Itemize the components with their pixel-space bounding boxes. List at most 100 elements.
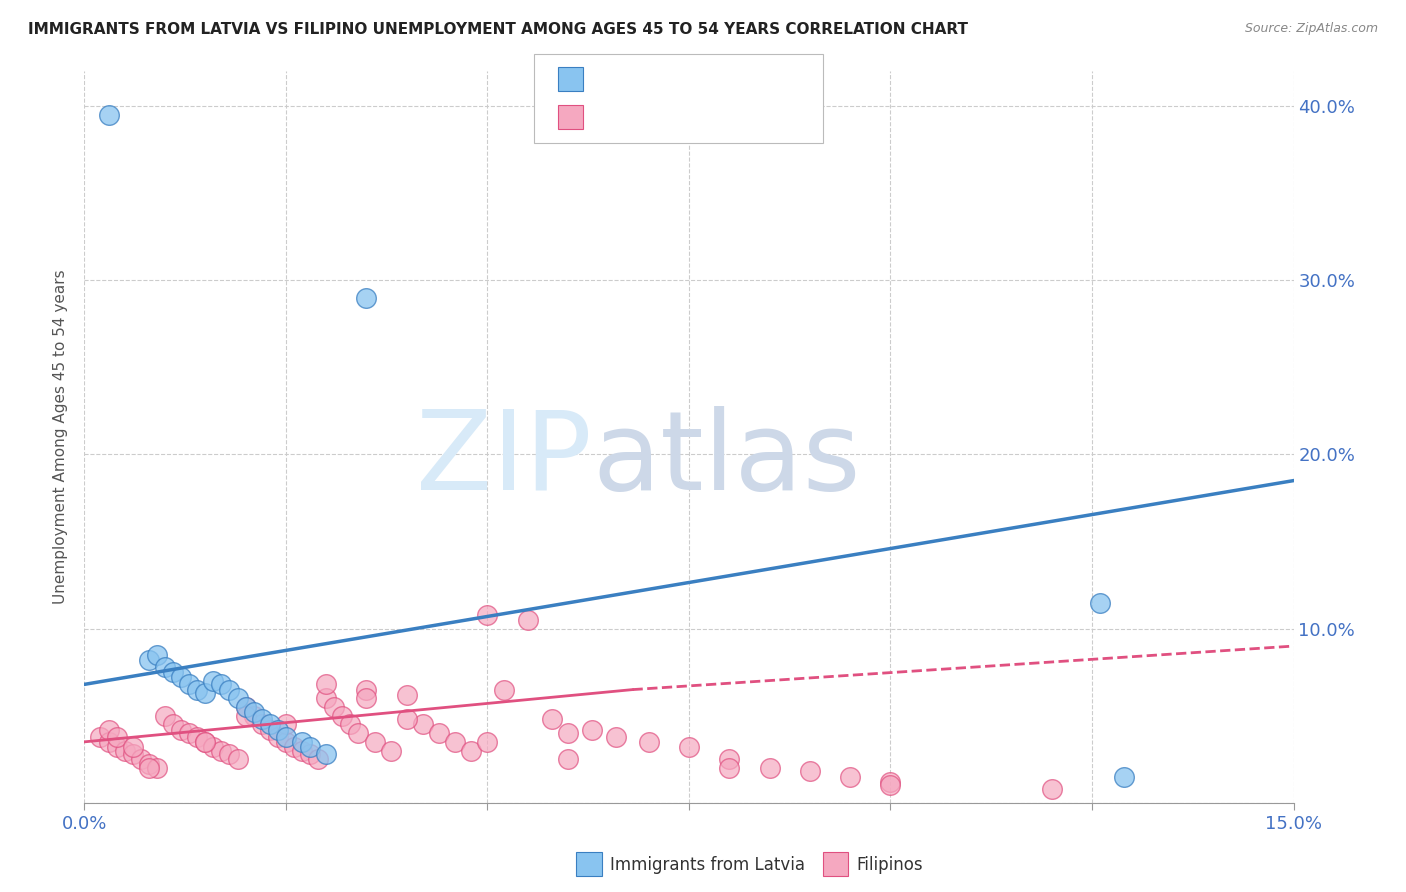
Text: 70: 70: [728, 109, 751, 128]
Point: [121, 740, 143, 755]
Point: [678, 740, 700, 755]
Point: [1040, 781, 1063, 796]
Point: [242, 708, 264, 723]
Point: [758, 761, 780, 775]
Point: [299, 747, 322, 761]
Point: [105, 740, 128, 755]
Text: Immigrants from Latvia: Immigrants from Latvia: [610, 856, 806, 874]
Point: [153, 660, 176, 674]
Point: [356, 691, 378, 706]
Point: [363, 735, 385, 749]
Point: [242, 705, 264, 719]
Point: [259, 723, 281, 737]
Text: N =: N =: [685, 109, 733, 128]
Point: [235, 700, 257, 714]
Text: 0.263: 0.263: [630, 109, 682, 128]
Point: [460, 743, 482, 757]
Point: [557, 752, 579, 766]
Point: [97, 723, 120, 737]
Point: [477, 735, 499, 749]
Point: [879, 778, 901, 792]
Point: [202, 740, 225, 755]
Point: [330, 708, 353, 723]
Point: [347, 726, 370, 740]
Point: [315, 677, 337, 691]
Point: [235, 708, 257, 723]
Point: [97, 108, 120, 122]
Point: [557, 726, 579, 740]
Text: ZIP: ZIP: [416, 406, 592, 513]
Point: [218, 747, 240, 761]
Point: [186, 682, 208, 697]
Point: [879, 775, 901, 789]
Point: [291, 743, 314, 757]
Point: [395, 712, 418, 726]
Point: [412, 717, 434, 731]
Text: atlas: atlas: [592, 406, 860, 513]
Point: [129, 752, 152, 766]
Point: [121, 747, 143, 761]
Text: 0.231: 0.231: [630, 71, 682, 89]
Point: [307, 752, 329, 766]
Point: [323, 700, 346, 714]
Point: [153, 708, 176, 723]
Point: [179, 726, 201, 740]
Point: [637, 735, 659, 749]
Point: [89, 730, 111, 744]
Point: [138, 653, 160, 667]
Text: 25: 25: [728, 71, 751, 89]
Point: [267, 723, 290, 737]
Point: [162, 665, 184, 680]
Text: Filipinos: Filipinos: [856, 856, 922, 874]
Point: [839, 770, 862, 784]
Point: [427, 726, 450, 740]
Point: [162, 717, 184, 731]
Point: [138, 761, 160, 775]
Point: [380, 743, 402, 757]
Point: [356, 682, 378, 697]
Point: [718, 761, 741, 775]
Text: R =: R =: [595, 71, 631, 89]
Point: [194, 735, 217, 749]
Point: [274, 735, 297, 749]
Point: [541, 712, 564, 726]
Point: [235, 700, 257, 714]
Point: [444, 735, 467, 749]
Point: [250, 717, 273, 731]
Point: [209, 743, 232, 757]
Point: [218, 682, 240, 697]
Point: [267, 730, 290, 744]
Point: [315, 747, 337, 761]
Point: [315, 691, 337, 706]
Y-axis label: Unemployment Among Ages 45 to 54 years: Unemployment Among Ages 45 to 54 years: [52, 269, 67, 605]
Point: [202, 673, 225, 688]
Text: R =: R =: [595, 109, 631, 128]
Text: N =: N =: [685, 71, 733, 89]
Point: [226, 752, 249, 766]
Point: [194, 735, 217, 749]
Point: [186, 730, 208, 744]
Point: [146, 648, 169, 662]
Point: [194, 686, 217, 700]
Point: [718, 752, 741, 766]
Text: IMMIGRANTS FROM LATVIA VS FILIPINO UNEMPLOYMENT AMONG AGES 45 TO 54 YEARS CORREL: IMMIGRANTS FROM LATVIA VS FILIPINO UNEMP…: [28, 22, 969, 37]
Point: [1088, 595, 1111, 609]
Point: [170, 670, 193, 684]
Point: [291, 735, 314, 749]
Point: [170, 723, 193, 737]
Point: [114, 743, 136, 757]
Point: [146, 761, 169, 775]
Point: [274, 717, 297, 731]
Point: [395, 688, 418, 702]
Point: [250, 712, 273, 726]
Point: [516, 613, 538, 627]
Text: Source: ZipAtlas.com: Source: ZipAtlas.com: [1244, 22, 1378, 36]
Point: [581, 723, 603, 737]
Point: [179, 677, 201, 691]
Point: [283, 740, 305, 755]
Point: [492, 682, 515, 697]
Point: [209, 677, 232, 691]
Point: [1114, 770, 1136, 784]
Point: [138, 757, 160, 772]
Point: [299, 740, 322, 755]
